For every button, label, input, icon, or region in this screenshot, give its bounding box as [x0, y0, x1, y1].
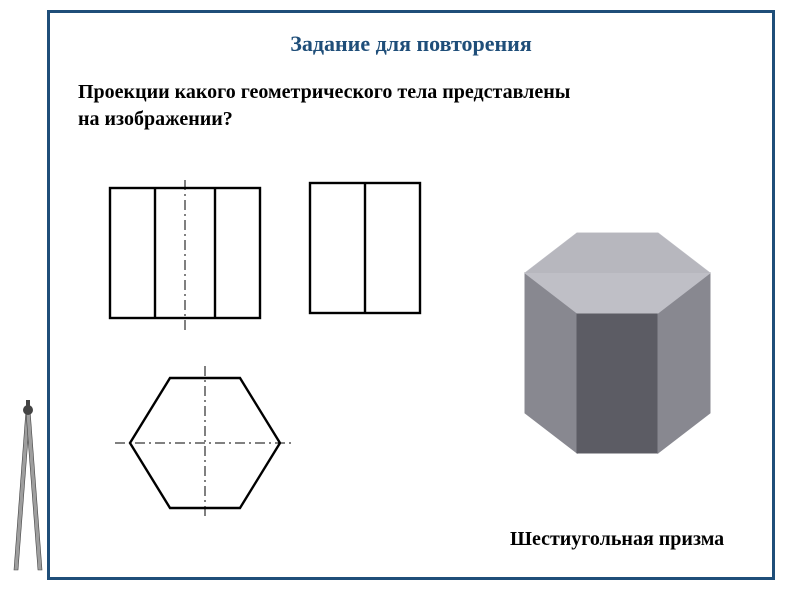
answer-label: Шестиугольная призма	[510, 528, 724, 551]
prism-3d	[480, 213, 740, 478]
compass-icon	[6, 400, 50, 580]
diagram-area: Шестиугольная призма	[50, 168, 772, 578]
question-line-2: на изображении?	[78, 108, 233, 130]
slide-frame: Задание для повторения Проекции какого г…	[47, 10, 775, 580]
top-view	[100, 363, 310, 538]
front-view	[105, 178, 275, 343]
question-line-1: Проекции какого геометрического тела пре…	[78, 81, 570, 103]
question-text: Проекции какого геометрического тела пре…	[78, 79, 728, 133]
slide-title: Задание для повторения	[50, 31, 772, 57]
side-view	[305, 178, 425, 323]
